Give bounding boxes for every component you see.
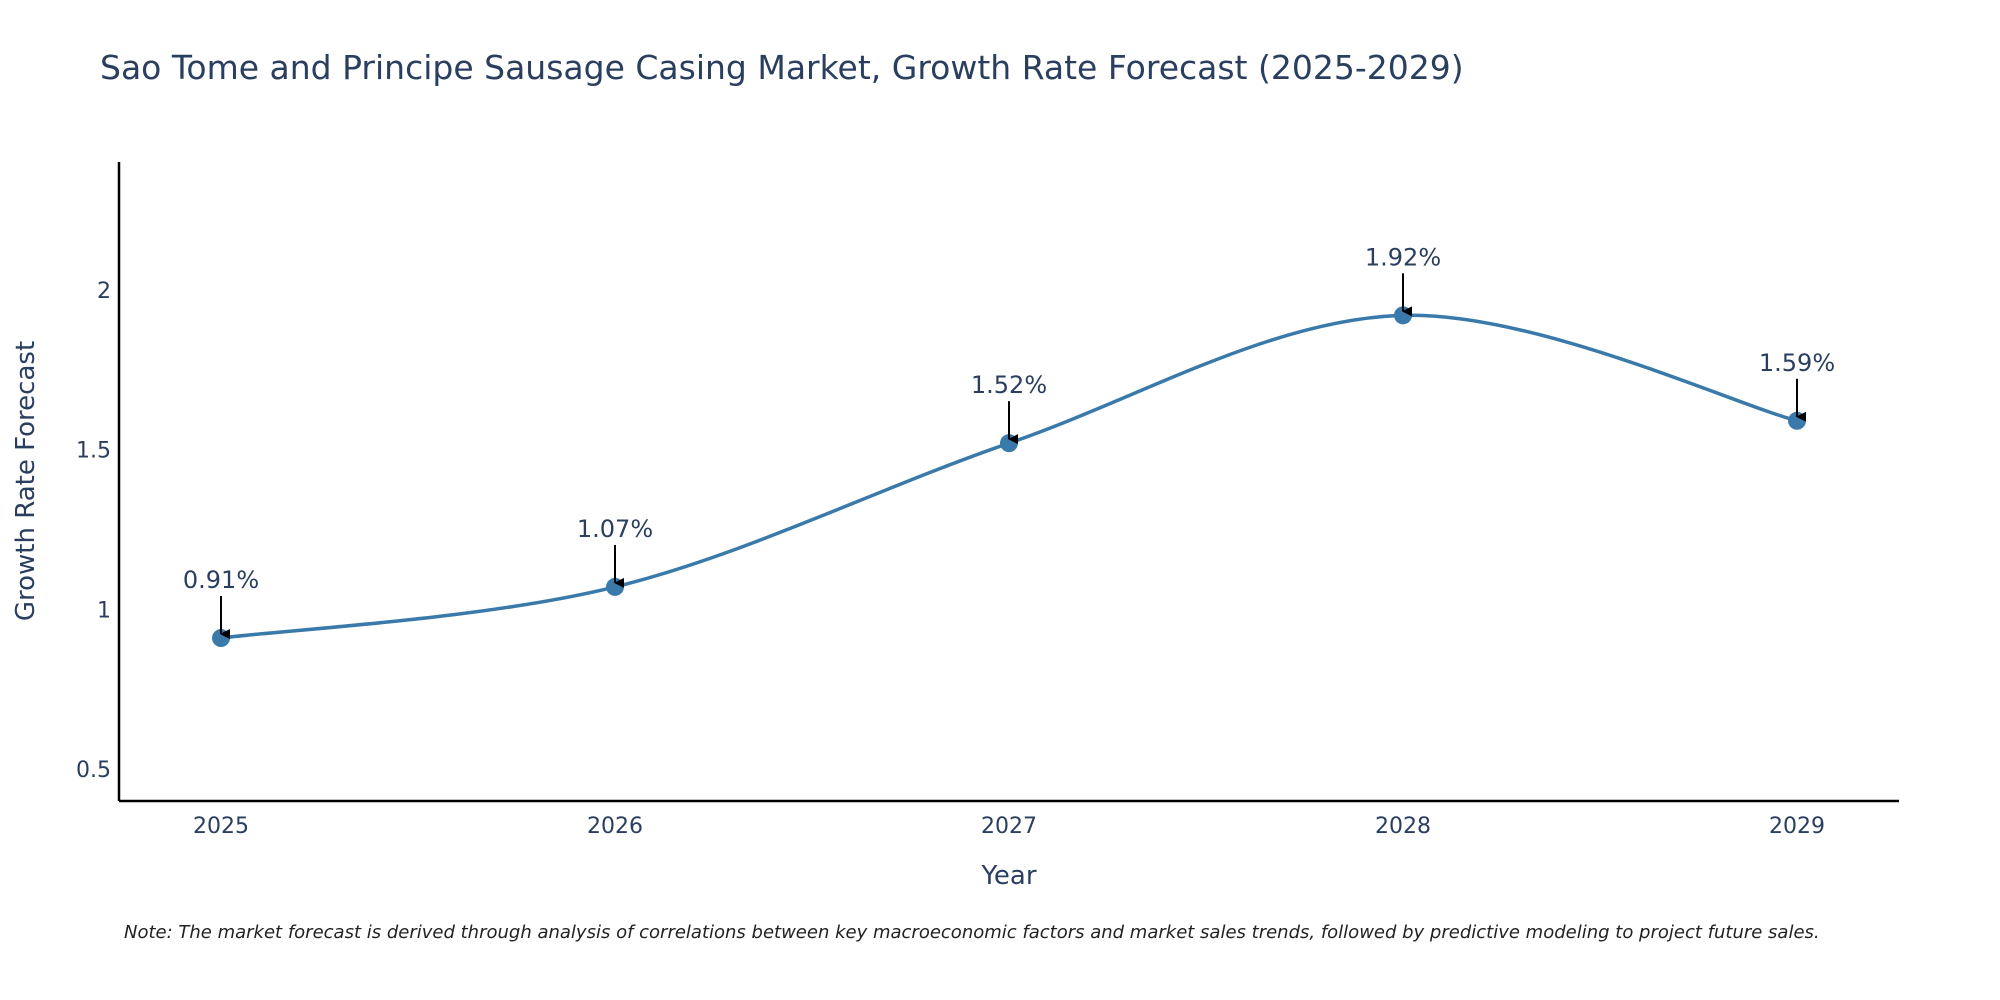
y-tick-label: 2	[97, 279, 111, 304]
series-line	[220, 313, 1798, 640]
data-label: 1.92%	[1365, 243, 1441, 271]
x-tick-label: 2025	[193, 814, 249, 839]
y-tick-label: 0.5	[76, 758, 111, 783]
x-tick-label: 2027	[981, 814, 1037, 839]
axes	[117, 162, 1899, 803]
data-label: 1.07%	[577, 515, 653, 543]
chart-title: Sao Tome and Principe Sausage Casing Mar…	[100, 48, 1464, 87]
data-label: 1.59%	[1759, 349, 1835, 377]
x-axis-title: Year	[980, 861, 1036, 891]
y-tick-label: 1.5	[76, 439, 111, 464]
footnote: Note: The market forecast is derived thr…	[124, 922, 1820, 943]
series	[220, 313, 1798, 640]
markers	[212, 306, 1806, 648]
data-label: 0.91%	[183, 566, 259, 594]
data-label: 1.52%	[971, 371, 1047, 399]
ticks: 0.5 1 1.5 2 2025 2026 2027 2028 2029	[76, 279, 1825, 839]
x-tick-label: 2029	[1769, 814, 1825, 839]
y-axis-title: Growth Rate Forecast	[11, 341, 41, 621]
x-tick-label: 2028	[1375, 814, 1431, 839]
annotations: 0.91% 1.07% 1.52% 1.92% 1.59%	[183, 243, 1835, 640]
x-tick-label: 2026	[587, 814, 643, 839]
y-tick-label: 1	[97, 598, 111, 623]
